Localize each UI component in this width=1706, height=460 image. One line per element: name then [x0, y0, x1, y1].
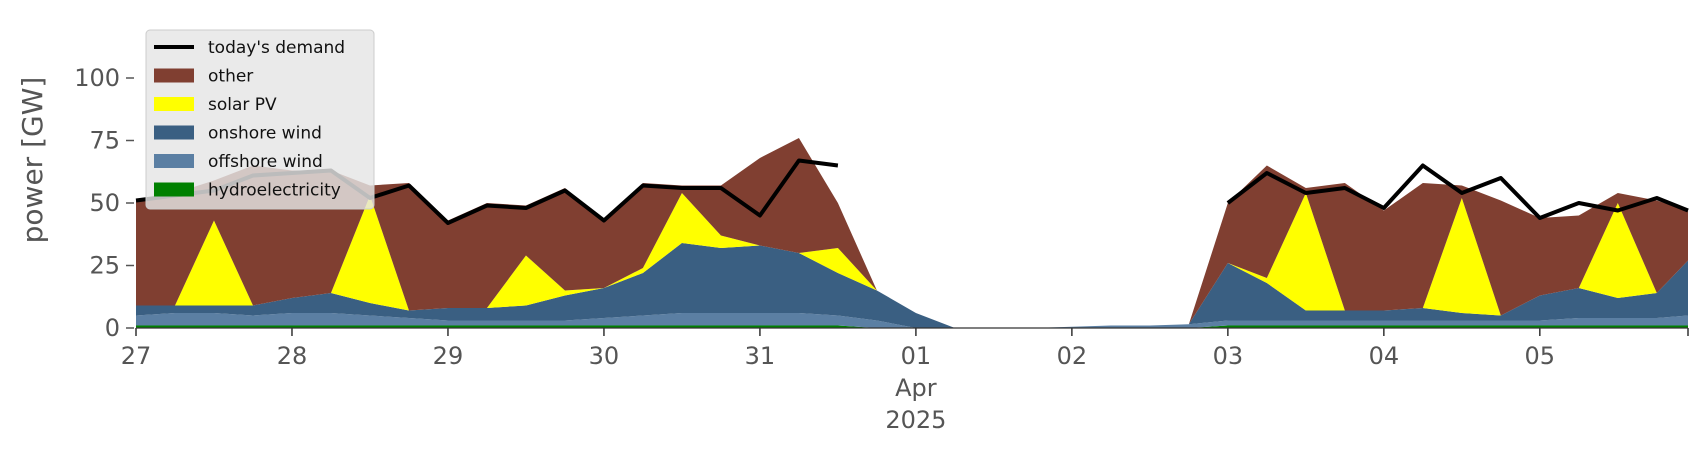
- area-onshore-wind: [136, 243, 1688, 328]
- x-tick-label: 05: [1525, 342, 1556, 370]
- legend-label: offshore wind: [208, 152, 323, 172]
- x-axis: 27 28 29 30 31 01 Apr 2025 02 03 04 05: [121, 327, 1689, 434]
- legend-label: hydroelectricity: [208, 181, 341, 201]
- y-tick-label: 100: [74, 64, 120, 92]
- legend: today's demand other solar PV onshore wind o…: [145, 29, 375, 210]
- legend-label: other: [208, 67, 253, 87]
- area-offshore-wind: [136, 313, 1688, 328]
- x-tick-label: 03: [1213, 342, 1244, 370]
- x-tick-label: 27: [121, 342, 152, 370]
- x-tick-label: 28: [277, 342, 308, 370]
- y-tick-label: 50: [89, 189, 120, 217]
- x-tick-label: 30: [589, 342, 620, 370]
- legend-swatch: [154, 125, 194, 140]
- legend-label: today's demand: [208, 38, 345, 58]
- area-solar-pv: [136, 193, 1688, 328]
- legend-swatch: [154, 68, 194, 83]
- y-tick-label: 25: [89, 252, 120, 280]
- x-tick-label: 01: [901, 342, 932, 370]
- y-tick-label: 0: [105, 314, 120, 342]
- y-axis-title: power [GW]: [16, 77, 49, 244]
- x-tick-label: 04: [1369, 342, 1400, 370]
- x-tick-sublabel: 2025: [885, 406, 946, 434]
- legend-swatch: [154, 97, 194, 111]
- x-tick-label: 02: [1057, 342, 1088, 370]
- legend-label: solar PV: [208, 95, 277, 115]
- legend-swatch: [154, 182, 194, 197]
- demand-segment: [1226, 163, 1689, 220]
- y-axis: 0 25 50 75 100: [74, 64, 134, 342]
- legend-box: [145, 29, 375, 210]
- x-tick-label: 31: [745, 342, 776, 370]
- x-tick-sublabel: Apr: [895, 374, 937, 402]
- stacked-areas: [136, 138, 1688, 328]
- legend-label: onshore wind: [208, 124, 322, 144]
- x-tick-label: 29: [433, 342, 464, 370]
- y-tick-label: 75: [89, 127, 120, 155]
- area-other: [136, 138, 1688, 328]
- area-hydroelectricity: [136, 325, 1688, 328]
- legend-swatch: [154, 154, 194, 168]
